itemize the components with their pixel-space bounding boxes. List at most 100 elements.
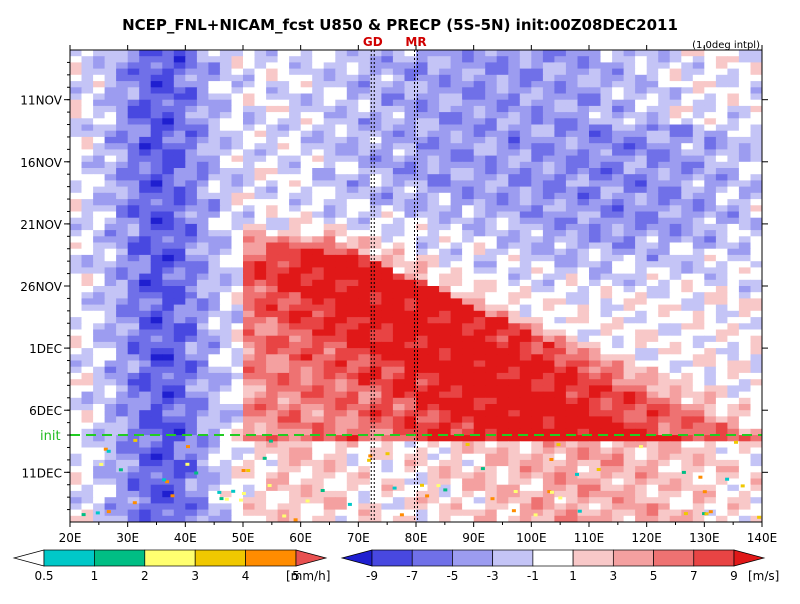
u850-cell xyxy=(531,223,544,231)
u850-cell xyxy=(554,410,567,417)
u850-cell xyxy=(392,136,405,144)
u850-cell xyxy=(635,130,648,138)
u850-cell xyxy=(219,503,232,511)
u850-cell xyxy=(496,453,509,461)
u850-cell xyxy=(289,124,302,132)
u850-cell xyxy=(93,329,106,337)
u850-cell xyxy=(162,453,175,461)
u850-cell xyxy=(646,223,659,231)
u850-cell xyxy=(392,397,405,405)
u850-cell xyxy=(635,335,648,343)
precip-dot xyxy=(241,469,246,472)
u850-cell xyxy=(738,149,751,157)
u850-cell xyxy=(173,348,186,355)
u850-cell xyxy=(346,335,359,343)
u850-cell xyxy=(519,279,532,287)
u850-cell xyxy=(381,304,394,312)
u850-cell xyxy=(750,56,762,63)
u850-cell xyxy=(369,379,382,386)
u850-cell xyxy=(704,422,717,430)
u850-cell xyxy=(127,56,140,63)
u850-cell xyxy=(635,323,648,331)
u850-cell xyxy=(508,317,521,324)
u850-cell xyxy=(346,404,359,411)
u850-cell xyxy=(185,391,198,399)
u850-cell xyxy=(692,236,705,244)
u850-cell xyxy=(231,105,244,113)
u850-cell xyxy=(196,68,209,76)
u850-cell xyxy=(173,478,186,486)
u850-cell xyxy=(542,174,555,181)
u850-cell xyxy=(70,192,83,200)
u850-cell xyxy=(323,99,336,107)
u850-cell xyxy=(692,93,705,101)
u850-cell xyxy=(750,217,762,225)
u850-cell xyxy=(565,286,578,293)
u850-cell xyxy=(462,323,475,331)
u850-cell xyxy=(554,317,567,324)
u850-cell xyxy=(508,453,521,461)
u850-cell xyxy=(531,503,544,511)
u850-cell xyxy=(173,136,186,144)
u850-cell xyxy=(623,286,636,293)
u850-cell xyxy=(289,298,302,306)
u850-cell xyxy=(715,99,728,107)
u850-cell xyxy=(496,286,509,293)
u850-cell xyxy=(358,441,371,449)
u850-cell xyxy=(738,341,751,349)
u850-cell xyxy=(70,87,83,95)
u850-cell xyxy=(116,292,129,299)
u850-cell xyxy=(681,161,694,169)
u850-cell xyxy=(266,248,279,256)
u850-cell xyxy=(612,503,625,511)
precip-dot xyxy=(480,467,485,471)
u850-cell xyxy=(208,447,221,455)
u850-cell xyxy=(519,354,532,362)
u850-cell xyxy=(289,441,302,449)
u850-cell xyxy=(600,304,613,312)
u850-cell xyxy=(692,304,705,312)
u850-cell xyxy=(612,124,625,132)
u850-cell xyxy=(715,74,728,82)
u850-cell xyxy=(450,286,463,293)
u850-cell xyxy=(646,497,659,504)
u850-cell xyxy=(646,149,659,157)
u850-cell xyxy=(462,223,475,231)
u850-cell xyxy=(139,112,152,119)
u850-cell xyxy=(312,397,325,405)
u850-cell xyxy=(70,186,83,194)
u850-cell xyxy=(623,459,636,467)
u850-cell xyxy=(300,192,313,200)
u850-cell xyxy=(600,62,613,70)
u850-cell xyxy=(219,404,232,411)
u850-cell xyxy=(635,441,648,449)
u850-cell xyxy=(104,236,117,244)
u850-cell xyxy=(208,180,221,188)
u850-cell xyxy=(427,267,440,275)
u850-cell xyxy=(635,254,648,262)
u850-cell xyxy=(623,304,636,312)
u850-cell xyxy=(565,211,578,219)
u850-cell xyxy=(750,515,762,522)
colorbar-swatch xyxy=(371,549,413,567)
u850-cell xyxy=(266,186,279,194)
u850-cell xyxy=(266,242,279,250)
u850-cell xyxy=(577,93,590,101)
u850-cell xyxy=(173,410,186,417)
u850-cell xyxy=(381,161,394,169)
u850-cell xyxy=(427,404,440,411)
u850-cell xyxy=(346,391,359,399)
u850-cell xyxy=(542,391,555,399)
u850-cell xyxy=(243,472,256,480)
u850-cell xyxy=(243,87,256,95)
u850-cell xyxy=(727,186,740,194)
u850-cell xyxy=(416,254,429,262)
u850-cell xyxy=(750,192,762,200)
u850-cell xyxy=(427,348,440,355)
u850-cell xyxy=(519,217,532,225)
u850-cell xyxy=(473,174,486,181)
u850-cell xyxy=(93,279,106,287)
colorbar-tick-label: 2 xyxy=(141,569,149,583)
u850-cell xyxy=(323,341,336,349)
u850-cell xyxy=(70,261,83,268)
